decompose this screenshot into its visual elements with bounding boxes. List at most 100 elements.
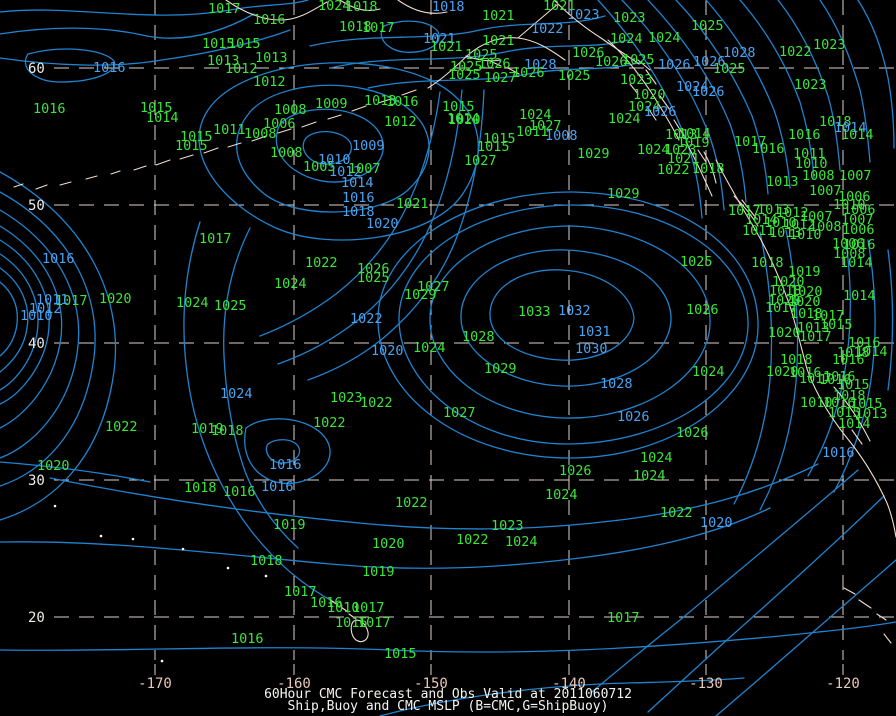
- isobar-path: [0, 171, 117, 521]
- cmc-pressure-label: 1032: [558, 303, 591, 319]
- obs-pressure-label: 1016: [848, 335, 881, 351]
- obs-pressure-label: 1022: [779, 44, 812, 60]
- obs-pressure-label: 1008: [270, 145, 303, 161]
- obs-pressure-label: 1020: [788, 294, 821, 310]
- obs-pressure-label: 1016: [843, 237, 876, 253]
- obs-pressure-label: 1013: [757, 202, 790, 218]
- obs-pressure-label: 1024: [608, 111, 641, 127]
- obs-pressure-label: 1010: [789, 227, 822, 243]
- cmc-pressure-label: 1016: [42, 251, 75, 267]
- station-dots: [53, 504, 268, 663]
- obs-pressure-label: 1008: [244, 126, 277, 142]
- isobar-path: [807, 241, 851, 477]
- obs-pressure-label: 1012: [783, 217, 816, 233]
- obs-pressure-label: 1015: [442, 99, 475, 115]
- cmc-pressure-label: 1020: [700, 515, 733, 531]
- obs-pressure-label: 1017: [199, 231, 232, 247]
- obs-pressure-label: 1020: [633, 87, 666, 103]
- obs-pressure-label: 1017: [55, 293, 88, 309]
- obs-pressure-label: 1021: [543, 0, 576, 14]
- obs-pressure-label: 1018: [250, 553, 283, 569]
- obs-pressure-label: 1013: [665, 127, 698, 143]
- isobar-path: [0, 13, 255, 39]
- isobar-path: [309, 15, 606, 47]
- obs-pressure-label: 1024: [640, 450, 673, 466]
- obs-pressure-label: 1007: [841, 212, 874, 228]
- cmc-pressure-label: 1021: [423, 31, 456, 47]
- obs-pressure-label: 1025: [713, 61, 746, 77]
- cmc-pressure-label: 1026: [617, 409, 650, 425]
- obs-pressure-label: 1013: [207, 53, 240, 69]
- obs-pressure-label: 1026: [478, 56, 511, 72]
- obs-pressure-label: 1010: [833, 197, 866, 213]
- obs-pressure-label: 1024: [692, 364, 725, 380]
- obs-pressure-label: 1027: [484, 70, 517, 86]
- obs-pressure-label: 1014: [855, 344, 888, 360]
- isobar-path: [777, 0, 841, 171]
- obs-pressure-label: 1022: [360, 395, 393, 411]
- obs-pressure-label: 1015: [483, 131, 516, 147]
- isobar-path: [597, 0, 703, 219]
- obs-pressure-label: 1027: [443, 405, 476, 421]
- obs-pressure-label: 1016: [788, 127, 821, 143]
- obs-pressure-label: 1023: [330, 390, 363, 406]
- obs-pressure-label: 1007: [348, 161, 381, 177]
- isobar-path: [675, 0, 769, 195]
- obs-pressure-label: 1017: [812, 308, 845, 324]
- cmc-pressure-label: 1031: [578, 324, 611, 340]
- obs-pressure-label: 1025: [558, 68, 591, 84]
- obs-pressure-label: 1029: [607, 186, 640, 202]
- obs-pressure-label: 1010: [795, 156, 828, 172]
- isobar-path: [49, 463, 819, 530]
- obs-pressure-label: 1016: [253, 12, 286, 28]
- obs-pressure-label: 1014: [745, 212, 778, 228]
- isobar-path: [367, 61, 643, 89]
- obs-pressure-label: 1023: [491, 518, 524, 534]
- obs-pressure-label: 1013: [855, 406, 888, 422]
- obs-pressure-label: 1012: [225, 61, 258, 77]
- coastline-path: [13, 165, 147, 190]
- isobar-path: [24, 48, 116, 83]
- cmc-pressure-label: 1026: [644, 104, 677, 120]
- obs-pressure-label: 1018: [780, 352, 813, 368]
- obs-pressure-label: 1023: [613, 10, 646, 26]
- obs-pressure-label: 1026: [595, 54, 628, 70]
- isobar-path: [329, 39, 629, 69]
- coastline-path: [719, 167, 896, 538]
- obs-pressure-label: 1011: [516, 124, 549, 140]
- obs-pressure-label: 1017: [284, 584, 317, 600]
- obs-pressure-label: 1006: [842, 222, 875, 238]
- cmc-pressure-label: 1012: [29, 301, 62, 317]
- obs-pressure-label: 1027: [417, 279, 450, 295]
- obs-pressure-label: 1015: [175, 138, 208, 154]
- obs-pressure-label: 1006: [838, 189, 871, 205]
- obs-pressure-label: 1014: [838, 416, 871, 432]
- coastline-path: [225, 0, 640, 65]
- obs-pressure-label: 1020: [766, 364, 799, 380]
- lon-axis-label: -170: [138, 676, 172, 692]
- isobar-path: [244, 418, 331, 485]
- obs-pressure-label: 1028: [462, 329, 495, 345]
- obs-pressure-label: 1016: [832, 352, 865, 368]
- isobar-path: [591, 469, 859, 693]
- isobar-path: [380, 20, 440, 53]
- cmc-pressure-label: 1024: [676, 79, 709, 95]
- isobar-path: [833, 239, 876, 493]
- obs-pressure-label: 1020: [768, 325, 801, 341]
- station-dot: [160, 659, 164, 663]
- obs-pressure-label: 1026: [357, 261, 390, 277]
- axis-labels: 60 50 40 30 20 -170 -160 -150 -140 -130 -120: [28, 61, 860, 692]
- obs-pressure-label: 1024: [176, 295, 209, 311]
- obs-pressure-label: 1022: [657, 162, 690, 178]
- isobar-path: [887, 249, 894, 391]
- cmc-pressure-label: 1024: [220, 386, 253, 402]
- obs-pressure-label: 1025: [450, 59, 483, 75]
- obs-pressure-label: 1015: [228, 36, 261, 52]
- isobar-path: [265, 439, 301, 464]
- isobar-path: [0, 29, 291, 66]
- cmc-pressure-label: 1016: [822, 445, 855, 461]
- obs-pressure-label: 1015: [140, 100, 173, 116]
- isobar-path: [715, 559, 896, 716]
- coastline-path: [607, 39, 713, 197]
